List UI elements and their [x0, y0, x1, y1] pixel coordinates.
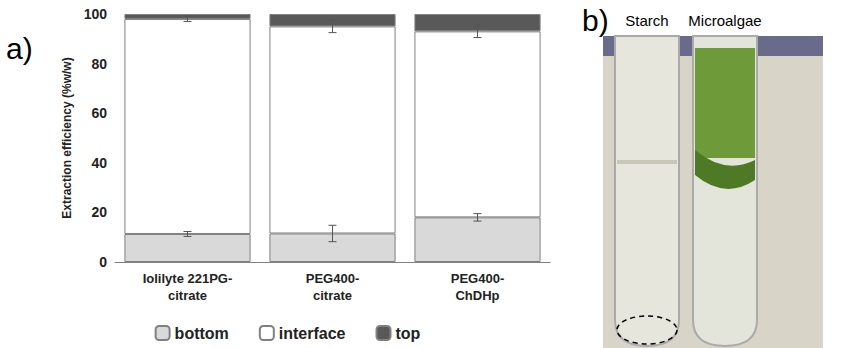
svg-text:20: 20 [91, 204, 107, 220]
svg-text:Iolilyte 221PG-: Iolilyte 221PG- [143, 271, 233, 286]
svg-text:top: top [396, 325, 421, 342]
svg-text:80: 80 [91, 56, 107, 72]
svg-text:0: 0 [99, 254, 107, 270]
svg-text:PEG400-: PEG400- [451, 271, 504, 286]
svg-text:Extraction efficiency (%w/w): Extraction efficiency (%w/w) [60, 57, 74, 218]
svg-text:60: 60 [91, 105, 107, 121]
svg-text:100: 100 [84, 6, 108, 22]
svg-text:ChDHp: ChDHp [455, 288, 499, 303]
svg-text:PEG400-: PEG400- [306, 271, 359, 286]
svg-text:citrate: citrate [168, 288, 207, 303]
svg-text:Microalgae: Microalgae [688, 12, 761, 29]
svg-text:40: 40 [91, 155, 107, 171]
svg-text:citrate: citrate [313, 288, 352, 303]
html-text:a): a) [6, 32, 33, 65]
svg-text:bottom: bottom [175, 325, 229, 342]
svg-text:Starch: Starch [625, 12, 668, 29]
html-text:b): b) [582, 4, 609, 37]
svg-text:interface: interface [279, 325, 346, 342]
